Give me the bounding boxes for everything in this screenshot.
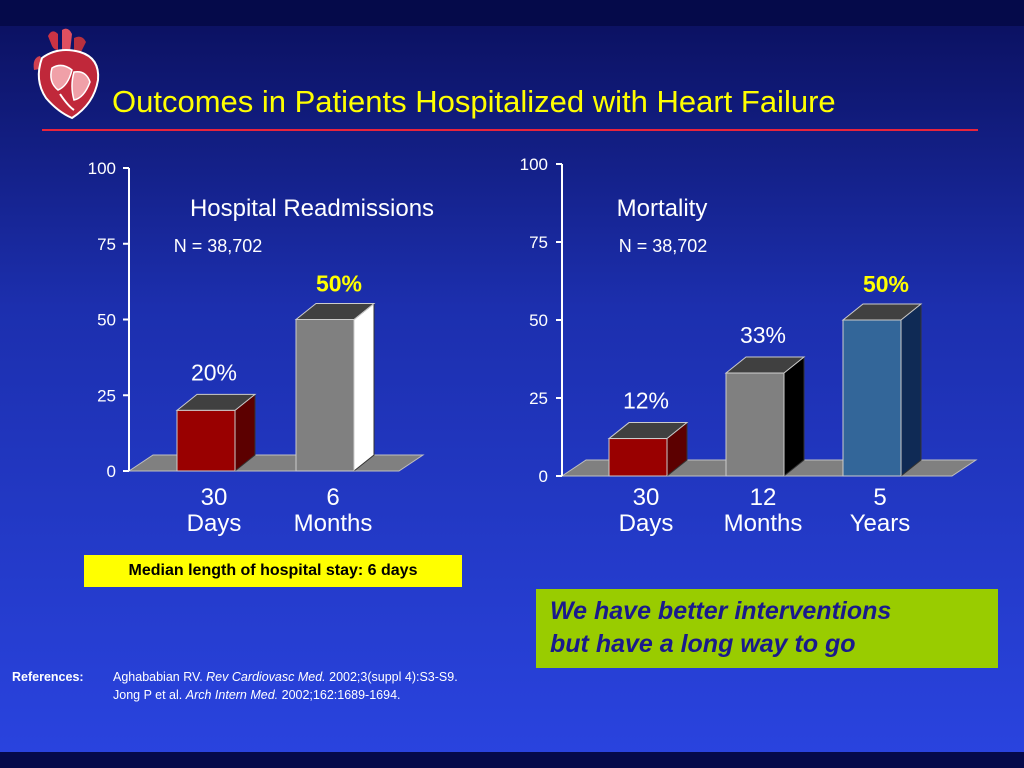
data-label: 12% (623, 388, 669, 414)
title-rule (42, 129, 978, 131)
data-label: 20% (191, 359, 237, 385)
bar (608, 438, 668, 477)
bar-side (783, 355, 805, 478)
bar-side (900, 302, 922, 478)
bar (295, 319, 355, 472)
bar (176, 409, 236, 472)
median-stay-box: Median length of hospital stay: 6 days (84, 555, 462, 587)
data-label: 33% (740, 322, 786, 348)
callout-box: We have better interventions but have a … (536, 589, 998, 668)
chart-title: Hospital Readmissions (190, 195, 434, 222)
x-category-label: 30 (201, 484, 228, 511)
reference-details: 2002;3(suppl 4):S3-S9. (325, 670, 458, 684)
y-tick-label: 75 (529, 233, 548, 252)
y-tick-label: 75 (97, 235, 116, 254)
callout-line-1: We have better interventions (550, 597, 892, 625)
chart-subtitle: N = 38,702 (619, 236, 708, 256)
chart-title: Mortality (617, 195, 708, 222)
chart-floor (127, 454, 425, 472)
reference-journal: Rev Cardiovasc Med. (206, 670, 326, 684)
reference-authors: Aghababian RV. (113, 670, 207, 684)
y-tick-label: 100 (88, 159, 116, 178)
bar (842, 319, 902, 477)
bar-side (353, 302, 375, 473)
y-tick-label: 50 (529, 311, 548, 330)
x-category-label: Days (619, 510, 674, 537)
y-tick-label: 100 (520, 155, 548, 174)
reference-authors: Jong P et al. (113, 688, 186, 702)
data-label: 50% (863, 271, 909, 297)
median-stay-text: Median length of hospital stay: 6 days (128, 562, 418, 579)
slide-title: Outcomes in Patients Hospitalized with H… (112, 84, 836, 119)
data-label: 50% (316, 271, 362, 297)
y-tick-label: 0 (539, 467, 548, 486)
callout-line-2: but have a long way to go (550, 630, 856, 658)
y-tick-label: 50 (97, 311, 116, 330)
x-category-label: Months (724, 510, 803, 537)
x-category-label: Months (294, 510, 373, 537)
references-label: References: (12, 670, 84, 684)
x-category-label: 12 (750, 484, 777, 511)
x-category-label: 5 (873, 484, 886, 511)
x-category-label: Years (850, 510, 911, 537)
reference-journal: Arch Intern Med. (185, 688, 279, 702)
heart-anatomy-icon (33, 28, 100, 120)
reference-item: Aghababian RV. Rev Cardiovasc Med. 2002;… (113, 668, 458, 686)
y-tick-label: 25 (97, 386, 116, 405)
reference-details: 2002;162:1689-1694. (278, 688, 401, 702)
x-category-label: 6 (326, 484, 339, 511)
bar (725, 372, 785, 477)
y-tick-label: 25 (529, 389, 548, 408)
reference-item: Jong P et al. Arch Intern Med. 2002;162:… (113, 686, 458, 704)
x-category-label: Days (187, 510, 242, 537)
top-band (0, 0, 1024, 26)
chart-subtitle: N = 38,702 (174, 236, 263, 256)
bottom-band (0, 752, 1024, 768)
y-tick-label: 0 (107, 462, 116, 481)
x-category-label: 30 (633, 484, 660, 511)
